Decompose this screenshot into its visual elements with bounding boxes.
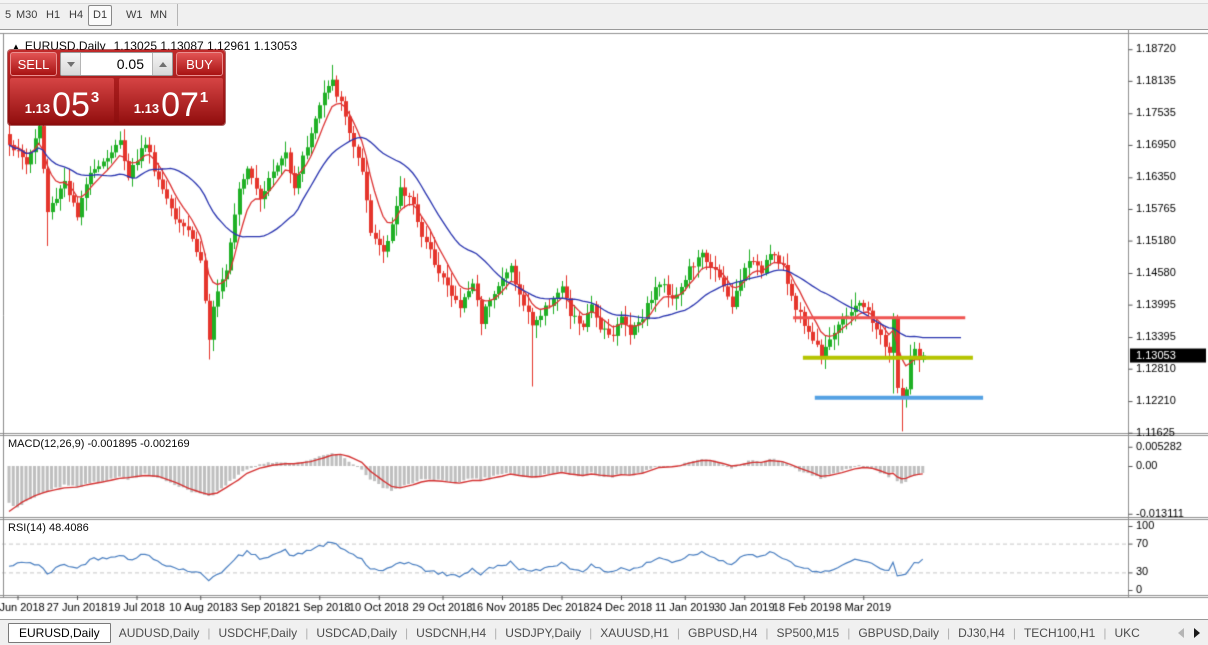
- chart-tab-audusd-daily[interactable]: AUDUSD,Daily: [118, 625, 200, 640]
- sell-price-big: 05: [52, 86, 90, 125]
- chart-tab-usdcnh-h4[interactable]: USDCNH,H4: [416, 625, 487, 640]
- tab-separator: |: [676, 625, 681, 640]
- timeframe-m5-partial[interactable]: 5: [5, 9, 12, 21]
- tab-separator: |: [847, 625, 851, 640]
- toolbar-top-strip: [0, 0, 1208, 4]
- buy-price-sup: 1: [199, 89, 209, 106]
- chart-tab-usdchf-daily[interactable]: USDCHF,Daily: [218, 625, 298, 640]
- chart-tab-bar: EURUSD,Daily AUDUSD,Daily | USDCHF,Daily | US…: [0, 619, 1208, 645]
- triangle-down-icon: [66, 61, 75, 67]
- volume-spinner: 0.05: [60, 52, 173, 76]
- tab-separator: |: [947, 625, 951, 640]
- tab-separator: |: [207, 625, 211, 640]
- timeframe-h4-button[interactable]: H4: [69, 9, 84, 21]
- chart-title: ▲ EURUSD,Daily 1.13025 1.13087 1.12961 1.1…: [12, 39, 297, 53]
- sell-price-tile[interactable]: 1.13 05 3: [10, 78, 114, 123]
- tab-separator: |: [494, 625, 498, 640]
- timeframe-toolbar: 5 M30 H1 H4 D1 W1 MN: [0, 0, 1208, 30]
- tab-scroll-right-icon[interactable]: [1194, 628, 1200, 638]
- chart-tab-sp500-m15[interactable]: SP500,M15: [776, 625, 840, 640]
- tab-scroll-left-icon[interactable]: [1178, 628, 1184, 638]
- tab-separator: |: [305, 625, 309, 640]
- price-chart-canvas[interactable]: [0, 30, 1208, 619]
- buy-price-tile[interactable]: 1.13 07 1: [119, 78, 223, 123]
- tab-scroll-arrows: [1174, 620, 1204, 645]
- sell-price-sup: 3: [90, 89, 100, 106]
- tab-separator: |: [589, 625, 593, 640]
- chart-tab-eurusd-daily[interactable]: EURUSD,Daily: [8, 622, 111, 643]
- volume-input[interactable]: 0.05: [81, 53, 152, 75]
- chart-tab-xauusd-h1[interactable]: XAUUSD,H1: [600, 625, 669, 640]
- macd-indicator-label: MACD(12,26,9) -0.001895 -0.002169: [8, 438, 190, 450]
- tab-separator: |: [405, 625, 409, 640]
- chart-tab-dj30-h4[interactable]: DJ30,H4: [958, 625, 1005, 640]
- volume-decrease-button[interactable]: [61, 53, 81, 75]
- toolbar-separator: [177, 4, 178, 26]
- chart-tab-gbpusd-h4[interactable]: GBPUSD,H4: [688, 625, 758, 640]
- buy-price-small: 1.13: [133, 101, 160, 116]
- sell-price-small: 1.13: [24, 101, 51, 116]
- chart-tab-gbpusd-daily[interactable]: GBPUSD,Daily: [858, 625, 940, 640]
- chart-tab-ukc[interactable]: UKC: [1114, 625, 1140, 640]
- chart-symbol-label: EURUSD,Daily: [24, 39, 106, 53]
- timeframe-h1-button[interactable]: H1: [46, 9, 61, 21]
- chart-ohlc-values: 1.13025 1.13087 1.12961 1.13053: [113, 39, 298, 53]
- one-click-trading-panel: SELL 0.05 BUY 1.13 05 3 1.13 07 1: [8, 50, 225, 125]
- buy-button[interactable]: BUY: [176, 52, 223, 76]
- chart-tab-usdcad-daily[interactable]: USDCAD,Daily: [316, 625, 397, 640]
- rsi-indicator-label: RSI(14) 48.4086: [8, 522, 89, 534]
- chart-tab-tech100-h1[interactable]: TECH100,H1: [1023, 625, 1096, 640]
- volume-increase-button[interactable]: [152, 53, 172, 75]
- tab-separator: |: [1103, 625, 1107, 640]
- timeframe-mn-button[interactable]: MN: [150, 9, 168, 21]
- buy-price-big: 07: [161, 86, 199, 125]
- timeframe-d1-button[interactable]: D1: [88, 5, 113, 26]
- timeframe-w1-button[interactable]: W1: [126, 9, 143, 21]
- chart-arrow-icon: ▲: [12, 42, 20, 51]
- timeframe-m30-button[interactable]: M30: [16, 9, 38, 21]
- trade-panel-row: SELL 0.05 BUY: [10, 52, 223, 76]
- triangle-up-icon: [158, 61, 167, 67]
- tab-separator: |: [1012, 625, 1016, 640]
- chart-tab-usdjpy-daily[interactable]: USDJPY,Daily: [505, 625, 582, 640]
- sell-button[interactable]: SELL: [10, 52, 57, 76]
- tab-separator: |: [765, 625, 769, 640]
